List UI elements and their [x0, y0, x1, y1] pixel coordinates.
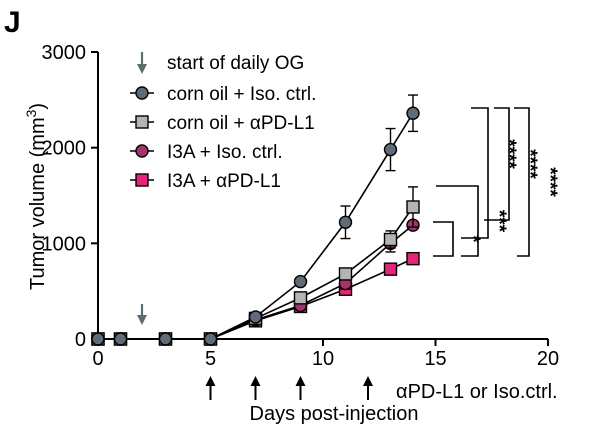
legend-marker: [135, 86, 149, 100]
legend-label: corn oil + αPD-L1: [167, 113, 315, 134]
data-point: [248, 310, 263, 324]
data-point: [383, 232, 398, 247]
y-tick-label: 3000: [42, 42, 87, 64]
treatment-arrowhead-icon: [205, 376, 216, 386]
series-layer: [91, 94, 420, 346]
y-axis-label-close: ): [27, 103, 49, 110]
series-3: [91, 251, 420, 346]
bracket-1: [433, 221, 454, 257]
legend-marker: [135, 115, 149, 129]
bracket-5: [514, 107, 530, 257]
bracket-4: [484, 107, 510, 221]
bracket-2: [436, 185, 479, 257]
bracket-3: [461, 107, 489, 239]
data-point: [113, 332, 128, 346]
significance-brackets: [433, 107, 530, 257]
sig-label-4: ****: [519, 149, 540, 179]
data-point: [406, 251, 420, 266]
treatment-arrowhead-icon: [363, 376, 373, 386]
legend-label: I3A + αPD-L1: [167, 171, 281, 192]
x-axis-label: Days post-injection: [250, 403, 419, 425]
og-start-arrowhead-icon: [137, 315, 147, 325]
legend-label: I3A + Iso. ctrl.: [167, 142, 283, 163]
y-axis-label: Tumor volume (mm3): [23, 103, 49, 290]
x-tick-label: 15: [424, 348, 446, 370]
x-tick-label: 0: [92, 348, 103, 370]
sig-label-5: ****: [539, 167, 560, 197]
series-0: [91, 94, 420, 346]
treatment-arrowhead-icon: [250, 376, 261, 386]
data-point: [338, 267, 353, 281]
data-point: [203, 332, 218, 346]
series-2: [91, 218, 420, 346]
treatment-arrows: [205, 376, 373, 400]
data-point: [338, 215, 353, 229]
data-point: [383, 142, 398, 157]
sig-label-3: ****: [498, 139, 519, 169]
treatment-arrowhead-icon: [295, 376, 306, 386]
sig-label-1: *: [462, 235, 483, 243]
sig-label-2: ***: [488, 210, 509, 233]
legend-marker: [135, 173, 149, 187]
y-tick-label: 2000: [42, 138, 87, 160]
legend: start of daily OG corn oil + Iso. ctrl. c…: [130, 52, 316, 192]
x-tick-label: 5: [205, 348, 216, 370]
y-axis-label-main: Tumor volume (mm: [27, 117, 49, 290]
og-start-legend-arrowhead-icon: [137, 64, 147, 74]
legend-label-og-start: start of daily OG: [167, 53, 304, 74]
data-point: [158, 332, 173, 346]
x-tick-label: 20: [537, 348, 559, 370]
y-tick-label: 0: [75, 329, 86, 351]
y-axis-label-superscript: 3: [23, 109, 39, 117]
treatment-label: αPD-L1 or Iso.ctrl.: [396, 381, 558, 403]
data-point: [406, 200, 420, 214]
x-tick-label: 10: [312, 348, 334, 370]
data-point: [293, 274, 308, 289]
data-point: [293, 291, 308, 305]
y-tick-label: 1000: [42, 233, 87, 255]
legend-marker: [135, 144, 149, 158]
legend-label: corn oil + Iso. ctrl.: [167, 84, 316, 105]
data-point: [91, 332, 105, 346]
data-point: [406, 106, 420, 120]
panel-label: J: [4, 6, 21, 39]
data-point: [383, 262, 398, 276]
y-ticks: 0 1000 2000 3000: [42, 42, 98, 351]
